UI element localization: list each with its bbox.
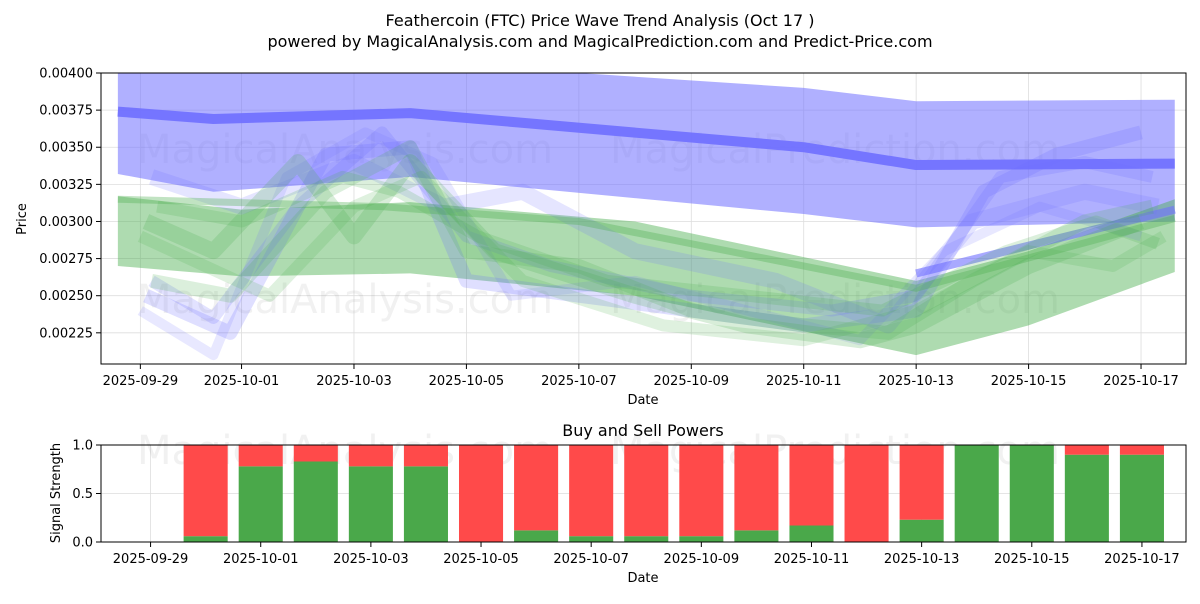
price-chart-series xyxy=(117,73,1176,361)
buy-bar-8 xyxy=(624,536,669,542)
sell-bar-3 xyxy=(348,445,393,467)
price-x-tick-label: 2025-10-03 xyxy=(316,374,392,389)
price-x-tick-label: 2025-09-29 xyxy=(103,374,179,389)
sell-bar-6 xyxy=(514,445,559,531)
price-x-tick-label: 2025-10-09 xyxy=(654,374,730,389)
signal-chart-y-label: Signal Strength xyxy=(49,443,64,543)
signal-x-tick-label: 2025-09-29 xyxy=(113,552,189,567)
signal-chart: Buy and Sell Powers MagicalAnalysis.com … xyxy=(49,421,1187,586)
green-wave-1 xyxy=(142,154,1144,349)
signal-y-tick-label: 1.0 xyxy=(72,439,93,454)
price-y-tick-label: 0.00400 xyxy=(39,67,93,82)
blue-trend-line xyxy=(117,106,1175,171)
sell-bar-17 xyxy=(1119,445,1164,455)
sell-bar-4 xyxy=(403,445,448,467)
signal-x-tick-label: 2025-10-13 xyxy=(884,552,960,567)
signal-y-tick-label: 0.5 xyxy=(72,487,93,502)
green-wave-2 xyxy=(150,140,1154,340)
buy-bar-2 xyxy=(293,461,338,542)
sell-bar-16 xyxy=(1064,445,1109,455)
sell-bar-2 xyxy=(293,445,338,462)
sell-bar-7 xyxy=(569,445,614,537)
blue-wave-3 xyxy=(137,127,1143,361)
sell-bar-13 xyxy=(899,445,944,520)
buy-bar-15 xyxy=(1009,445,1054,542)
figure-subtitle: powered by MagicalAnalysis.com and Magic… xyxy=(267,32,932,51)
price-x-tick-label: 2025-10-13 xyxy=(878,374,954,389)
buy-bar-16 xyxy=(1064,454,1109,542)
buy-bar-3 xyxy=(348,466,393,542)
figure-title: Feathercoin (FTC) Price Wave Trend Analy… xyxy=(386,11,815,30)
price-y-tick-label: 0.00325 xyxy=(39,178,93,193)
signal-y-tick-label: 0.0 xyxy=(72,536,93,551)
green-trend-line xyxy=(117,195,1176,292)
buy-bar-7 xyxy=(569,536,614,542)
blue-wave-4 xyxy=(149,154,1160,334)
price-x-tick-label: 2025-10-11 xyxy=(766,374,842,389)
signal-x-tick-label: 2025-10-11 xyxy=(774,552,850,567)
signal-chart-x-ticks: 2025-09-29 2025-10-01 2025-10-03 2025-10-05… xyxy=(113,542,1180,567)
sell-bar-9 xyxy=(679,445,724,537)
buy-bar-6 xyxy=(514,530,559,542)
price-chart-x-label: Date xyxy=(627,393,658,408)
blue-lower-line xyxy=(915,205,1176,278)
price-chart-x-ticks: 2025-09-29 2025-10-01 2025-10-03 2025-10-05… xyxy=(103,364,1179,389)
watermark-prediction-mid: MagicalPrediction.com xyxy=(610,277,1060,323)
buy-bar-10 xyxy=(734,530,779,542)
signal-chart-bars xyxy=(183,445,1164,542)
signal-x-tick-label: 2025-10-05 xyxy=(443,552,519,567)
sell-bar-10 xyxy=(734,445,779,531)
signal-chart-y-ticks: 0.0 0.5 1.0 xyxy=(72,439,101,551)
price-chart: MagicalAnalysis.com MagicalPrediction.co… xyxy=(15,67,1187,408)
green-lower-band xyxy=(117,196,1175,356)
sell-bar-1 xyxy=(238,445,283,467)
blue-wave-2 xyxy=(148,126,1154,324)
sell-bar-0 xyxy=(183,445,228,537)
signal-x-tick-label: 2025-10-03 xyxy=(333,552,409,567)
buy-bar-4 xyxy=(403,466,448,542)
price-y-tick-label: 0.00250 xyxy=(39,289,93,304)
price-y-tick-label: 0.00375 xyxy=(39,104,93,119)
price-chart-frame xyxy=(100,72,1187,365)
signal-x-tick-label: 2025-10-17 xyxy=(1104,552,1180,567)
buy-bar-0 xyxy=(183,536,228,542)
signal-chart-x-label: Date xyxy=(627,571,658,586)
price-x-tick-label: 2025-10-07 xyxy=(541,374,617,389)
signal-chart-title: Buy and Sell Powers xyxy=(562,421,724,440)
sell-bar-12 xyxy=(844,445,889,542)
buy-bar-1 xyxy=(238,466,283,542)
signal-x-tick-label: 2025-10-15 xyxy=(994,552,1070,567)
signal-x-tick-label: 2025-10-09 xyxy=(664,552,740,567)
price-chart-y-label: Price xyxy=(15,203,30,235)
price-x-tick-label: 2025-10-01 xyxy=(204,374,280,389)
green-wave-4 xyxy=(156,170,1160,317)
price-y-tick-label: 0.00300 xyxy=(39,215,93,230)
buy-bar-13 xyxy=(899,519,944,542)
buy-bar-11 xyxy=(789,525,834,542)
buy-bar-9 xyxy=(679,536,724,542)
price-y-tick-label: 0.00225 xyxy=(39,326,93,341)
green-wave-3 xyxy=(137,170,1167,347)
signal-x-tick-label: 2025-10-07 xyxy=(553,552,629,567)
price-x-tick-label: 2025-10-17 xyxy=(1103,374,1179,389)
blue-wave-1 xyxy=(143,125,1143,340)
sell-bar-11 xyxy=(789,445,834,526)
price-x-tick-label: 2025-10-15 xyxy=(991,374,1067,389)
signal-x-tick-label: 2025-10-01 xyxy=(223,552,299,567)
price-y-tick-label: 0.00275 xyxy=(39,252,93,267)
price-chart-y-ticks: 0.00225 0.00250 0.00275 0.00300 0.00325 0.003… xyxy=(39,67,101,341)
price-y-tick-label: 0.00350 xyxy=(39,141,93,156)
price-x-tick-label: 2025-10-05 xyxy=(429,374,505,389)
sell-bar-8 xyxy=(624,445,669,537)
buy-bar-14 xyxy=(954,445,999,542)
watermark-analysis-mid: MagicalAnalysis.com xyxy=(137,277,553,323)
buy-bar-17 xyxy=(1119,454,1164,542)
sell-bar-5 xyxy=(458,445,504,542)
